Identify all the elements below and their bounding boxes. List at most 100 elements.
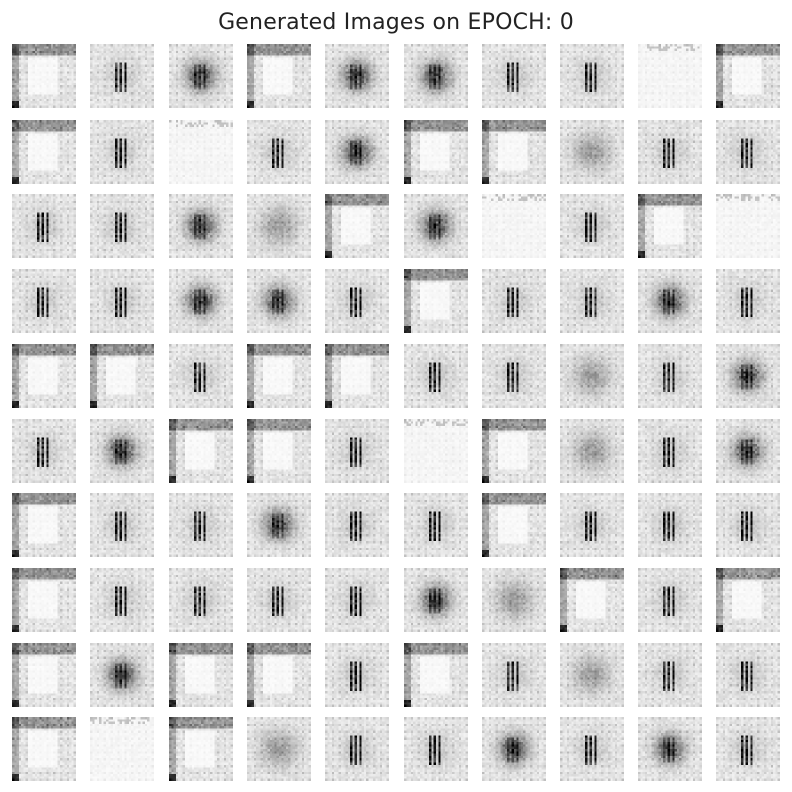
generated-image <box>716 643 780 707</box>
generated-image-pixels <box>90 120 154 184</box>
generated-image-pixels <box>90 44 154 108</box>
generated-image <box>560 194 624 258</box>
generated-image-pixels <box>169 643 233 707</box>
generated-image <box>90 344 154 408</box>
generated-image-pixels <box>716 194 780 258</box>
generated-image-pixels <box>247 269 311 333</box>
generated-image <box>482 717 546 781</box>
generated-image <box>560 493 624 557</box>
generated-image <box>247 269 311 333</box>
generated-image <box>325 568 389 632</box>
generated-image-pixels <box>169 44 233 108</box>
generated-image <box>404 44 468 108</box>
generated-image <box>482 269 546 333</box>
generated-image <box>169 419 233 483</box>
generated-image <box>560 568 624 632</box>
generated-image-pixels <box>247 120 311 184</box>
generated-image <box>325 643 389 707</box>
generated-image-pixels <box>482 717 546 781</box>
generated-image <box>90 717 154 781</box>
generated-image-pixels <box>716 643 780 707</box>
generated-image <box>169 44 233 108</box>
generated-image <box>638 643 702 707</box>
generated-image-pixels <box>560 643 624 707</box>
generated-image-pixels <box>12 717 76 781</box>
generated-image-pixels <box>560 568 624 632</box>
generated-image <box>716 269 780 333</box>
generated-image <box>638 44 702 108</box>
generated-image <box>404 120 468 184</box>
generated-image <box>12 493 76 557</box>
generated-image <box>169 344 233 408</box>
generated-image <box>90 568 154 632</box>
generated-image-pixels <box>638 717 702 781</box>
generated-image <box>247 419 311 483</box>
generated-image-pixels <box>560 419 624 483</box>
generated-image <box>716 120 780 184</box>
generated-image-pixels <box>90 643 154 707</box>
generated-image-pixels <box>716 717 780 781</box>
generated-image <box>482 120 546 184</box>
generated-image <box>638 120 702 184</box>
generated-image <box>716 493 780 557</box>
generated-image-pixels <box>404 344 468 408</box>
generated-image <box>90 643 154 707</box>
generated-image-pixels <box>716 568 780 632</box>
generated-image <box>560 120 624 184</box>
generated-image-pixels <box>325 194 389 258</box>
generated-image-pixels <box>638 419 702 483</box>
generated-image-pixels <box>12 269 76 333</box>
generated-image-pixels <box>247 493 311 557</box>
generated-image-pixels <box>12 344 76 408</box>
generated-image-pixels <box>404 194 468 258</box>
generated-image <box>247 717 311 781</box>
generated-image-pixels <box>247 419 311 483</box>
generated-image <box>247 344 311 408</box>
generated-image <box>12 194 76 258</box>
generated-image-pixels <box>716 120 780 184</box>
generated-image <box>325 194 389 258</box>
generated-image-pixels <box>90 344 154 408</box>
generated-image-pixels <box>482 493 546 557</box>
generated-image <box>482 419 546 483</box>
generated-image <box>716 717 780 781</box>
generated-image-pixels <box>482 344 546 408</box>
generated-image-pixels <box>404 717 468 781</box>
generated-image <box>247 44 311 108</box>
generated-image-pixels <box>404 120 468 184</box>
generated-image <box>404 717 468 781</box>
generated-image <box>482 643 546 707</box>
generated-image-pixels <box>325 568 389 632</box>
generated-image <box>404 568 468 632</box>
generated-image-pixels <box>716 269 780 333</box>
generated-image <box>560 344 624 408</box>
generated-image-pixels <box>560 344 624 408</box>
generated-image-pixels <box>247 44 311 108</box>
generated-image-pixels <box>90 568 154 632</box>
generated-image <box>716 194 780 258</box>
generated-image-pixels <box>404 493 468 557</box>
generated-image <box>325 717 389 781</box>
generated-image <box>716 344 780 408</box>
generated-image-pixels <box>90 717 154 781</box>
generated-image <box>247 194 311 258</box>
generated-image <box>90 194 154 258</box>
generated-image <box>560 717 624 781</box>
generated-image <box>247 120 311 184</box>
generated-image-pixels <box>247 344 311 408</box>
generated-image <box>12 419 76 483</box>
generated-image <box>169 643 233 707</box>
generated-image <box>560 419 624 483</box>
generated-image-pixels <box>638 120 702 184</box>
generated-image <box>12 643 76 707</box>
generated-image-pixels <box>560 269 624 333</box>
generated-image-pixels <box>638 269 702 333</box>
image-grid <box>12 44 780 784</box>
generated-image-pixels <box>638 344 702 408</box>
generated-image-pixels <box>325 344 389 408</box>
generated-image <box>638 419 702 483</box>
generated-image <box>90 419 154 483</box>
generated-image <box>404 344 468 408</box>
generated-image <box>90 269 154 333</box>
generated-image <box>716 419 780 483</box>
